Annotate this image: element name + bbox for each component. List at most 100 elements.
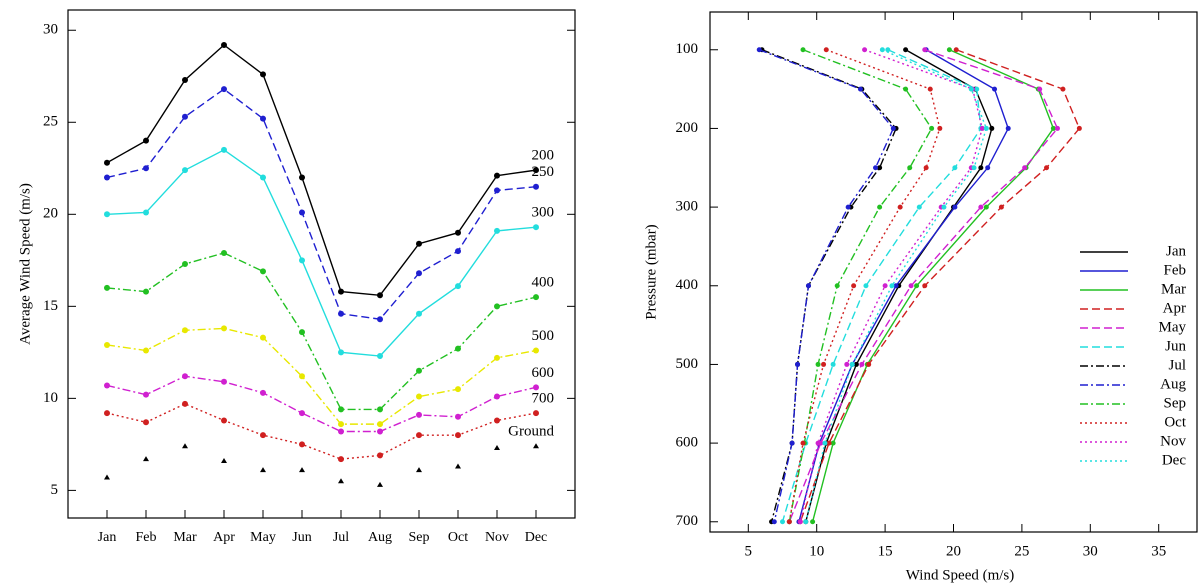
data-point — [299, 410, 305, 417]
data-point — [455, 386, 461, 393]
data-point — [533, 294, 539, 301]
data-point — [221, 249, 227, 256]
data-point — [983, 125, 989, 131]
data-point — [260, 268, 266, 275]
data-point — [104, 474, 110, 480]
data-point — [260, 389, 266, 396]
data-point — [903, 86, 909, 92]
data-point — [826, 440, 832, 446]
series-label: 500 — [532, 328, 555, 344]
data-point — [104, 410, 110, 417]
data-point — [143, 165, 149, 172]
data-point — [830, 440, 836, 446]
series-line — [798, 49, 1009, 522]
data-point — [789, 440, 795, 446]
data-point — [299, 373, 305, 380]
data-point — [143, 347, 149, 354]
data-point — [795, 361, 801, 367]
y-tick-label: 700 — [676, 513, 699, 529]
data-point — [800, 440, 806, 446]
data-point — [260, 334, 266, 341]
y-tick-label: 400 — [676, 277, 699, 293]
data-point — [916, 204, 922, 210]
data-point — [877, 165, 883, 171]
x-tick-label: Jun — [292, 530, 311, 545]
data-point — [978, 165, 984, 171]
data-point — [889, 283, 895, 289]
y-tick-label: 25 — [43, 114, 58, 130]
data-point — [771, 519, 777, 525]
data-point — [338, 310, 344, 317]
data-point — [929, 125, 935, 131]
data-point — [971, 165, 977, 171]
y-axis-label: Pressure (mbar) — [643, 224, 659, 319]
series-label: Ground — [508, 424, 554, 440]
plot-frame — [67, 9, 576, 519]
data-point — [974, 86, 980, 92]
data-point — [143, 391, 149, 398]
data-point — [455, 283, 461, 290]
data-point — [455, 229, 461, 236]
data-point — [494, 417, 500, 424]
data-point — [803, 519, 809, 525]
series-line — [106, 149, 537, 357]
data-point — [890, 125, 896, 131]
data-point — [377, 353, 383, 360]
data-point — [143, 137, 149, 144]
data-point — [834, 283, 840, 289]
x-tick-label: 20 — [946, 543, 961, 559]
data-point — [815, 361, 821, 367]
data-point — [377, 421, 383, 428]
series-line — [781, 49, 982, 522]
data-point — [863, 283, 869, 289]
x-tick-label: Jul — [333, 530, 349, 545]
data-point — [494, 445, 500, 451]
data-point — [494, 172, 500, 179]
data-point — [299, 174, 305, 181]
x-tick-label: Mar — [173, 530, 197, 545]
series-line — [799, 49, 1081, 523]
data-point — [879, 47, 885, 53]
data-point — [797, 519, 803, 525]
legend-label: Oct — [1164, 414, 1186, 430]
data-point — [923, 165, 929, 171]
data-point — [221, 417, 227, 424]
y-tick-label: 100 — [676, 41, 699, 57]
legend-label: Aug — [1160, 376, 1186, 392]
y-tick-label: 300 — [676, 199, 699, 215]
data-point — [533, 183, 539, 190]
plot-frame — [709, 11, 1198, 533]
data-point — [952, 165, 958, 171]
data-point — [851, 283, 857, 289]
x-tick-label: 10 — [809, 543, 824, 559]
x-axis-label: Wind Speed (m/s) — [906, 567, 1015, 583]
data-point — [260, 174, 266, 181]
series-line — [106, 88, 537, 320]
data-point — [810, 519, 816, 525]
data-point — [756, 47, 762, 53]
data-point — [989, 125, 995, 131]
data-point — [104, 174, 110, 181]
data-point — [182, 327, 188, 334]
data-point — [221, 457, 227, 463]
legend-label: Jun — [1165, 338, 1186, 354]
data-point — [416, 432, 422, 439]
series-line — [758, 49, 895, 522]
data-point — [182, 261, 188, 267]
data-point — [455, 345, 461, 352]
data-point — [221, 86, 227, 93]
data-point — [416, 367, 422, 374]
legend-label: Dec — [1162, 452, 1186, 468]
data-point — [377, 406, 383, 413]
data-point — [299, 209, 305, 216]
data-point — [815, 440, 821, 446]
x-tick-label: Jan — [98, 530, 117, 545]
y-tick-label: 600 — [676, 435, 699, 451]
series-line — [106, 44, 537, 297]
data-point — [104, 159, 110, 166]
series-label: 200 — [532, 148, 555, 164]
data-point — [104, 382, 110, 389]
data-point — [416, 270, 422, 277]
data-point — [377, 292, 383, 299]
